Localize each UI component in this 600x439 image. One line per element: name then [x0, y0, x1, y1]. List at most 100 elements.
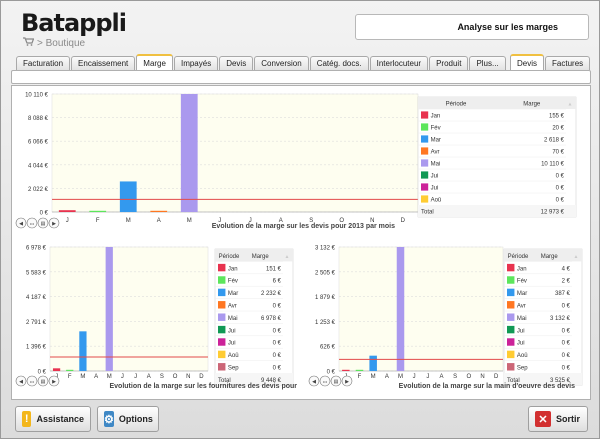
table-value: 0 €	[556, 174, 565, 180]
table-value: 151 €	[266, 266, 282, 272]
more-icon[interactable]	[319, 375, 331, 387]
tab-facturation[interactable]: Facturation	[16, 56, 71, 70]
tab-devis[interactable]: Devis	[219, 56, 254, 70]
table-value: 3 132 €	[550, 316, 571, 322]
prev-icon[interactable]	[308, 375, 320, 387]
list-icon-glyph: ▤	[41, 379, 46, 385]
x-tick-label: O	[173, 374, 178, 380]
bar-5[interactable]	[180, 94, 198, 212]
table-value: 0 €	[562, 366, 571, 372]
options-button[interactable]: ⚙ Options	[97, 406, 159, 432]
next-icon[interactable]	[48, 375, 60, 387]
x-tick-label: J	[249, 218, 252, 224]
y-tick-label: 6 978 €	[26, 246, 47, 252]
list-icon[interactable]	[330, 375, 342, 387]
prev-icon-glyph: ◀	[19, 221, 23, 227]
list-icon[interactable]	[37, 375, 49, 387]
bar-5[interactable]	[396, 247, 405, 371]
list-icon-glyph: ▤	[334, 379, 339, 385]
x-tick-label: A	[279, 218, 283, 224]
x-tick-label: J	[426, 374, 429, 380]
margin-table: Période Marge ▲ Jan 4 € Fév 2 € Mar 387 € Avr 0 € M…	[503, 248, 583, 386]
table-value: 20 €	[552, 126, 564, 132]
bar-5[interactable]	[105, 247, 113, 371]
x-tick-label: N	[370, 218, 374, 224]
more-icon[interactable]	[26, 217, 38, 229]
x-tick-label: D	[494, 374, 499, 380]
total-row-bg	[504, 373, 582, 386]
prev-icon[interactable]	[15, 375, 27, 387]
app-logo: Batappli	[21, 9, 127, 37]
y-tick-label: 10 110 €	[25, 93, 49, 99]
table-header-margin: Marge	[252, 254, 270, 260]
assistance-button[interactable]: ! Assistance	[15, 406, 91, 432]
tab-marge[interactable]: Marge	[136, 54, 173, 70]
tab-interlocuteur[interactable]: Interlocuteur	[369, 56, 429, 70]
bar-2[interactable]	[355, 369, 364, 371]
x-tick-label: F	[96, 218, 100, 224]
total-value: 9 448 €	[261, 378, 282, 384]
table-period: Jui	[431, 174, 439, 180]
table-value: 0 €	[273, 353, 282, 359]
y-tick-label: 4 044 €	[28, 163, 49, 169]
y-tick-label: 1 396 €	[26, 345, 47, 351]
bar-4[interactable]	[150, 210, 168, 212]
scroll-up-icon: ▲	[568, 102, 573, 108]
next-icon-glyph: ▶	[52, 221, 56, 227]
tab-impayes[interactable]: Impayés	[173, 56, 219, 70]
y-tick-label: 4 187 €	[26, 295, 47, 301]
legend-swatch	[421, 123, 429, 131]
bar-3[interactable]	[79, 331, 87, 371]
table-value: 0 €	[273, 366, 282, 372]
help-icon: !	[22, 411, 32, 427]
table-value: 0 €	[562, 353, 571, 359]
y-tick-label: 5 583 €	[26, 270, 47, 276]
tab-plus[interactable]: Plus...	[469, 56, 506, 70]
doc-type-tabs: Devis Factures	[510, 54, 591, 70]
bar-2[interactable]	[89, 210, 107, 212]
margin-table: Période Marge ▲ Jan 151 € Fév 6 € Mar 2 232 € Avr…	[214, 248, 294, 386]
bar-1[interactable]	[52, 368, 61, 371]
tab-devis[interactable]: Devis	[510, 54, 545, 70]
legend-swatch	[507, 301, 515, 309]
tab-produit[interactable]: Produit	[429, 56, 469, 70]
table-period: Fév	[517, 279, 527, 285]
legend-swatch	[507, 276, 515, 284]
close-icon: ✕	[535, 411, 551, 427]
bar-3[interactable]	[119, 181, 137, 212]
x-tick-label: N	[186, 374, 190, 380]
table-value: 4 €	[562, 266, 571, 272]
chart-plot-area	[51, 93, 419, 213]
prev-icon[interactable]	[15, 217, 27, 229]
table-period: Mai	[517, 316, 527, 322]
table-value: 0 €	[556, 186, 565, 192]
table-value: 10 110 €	[541, 162, 565, 168]
legend-swatch	[507, 350, 515, 359]
chart-2: 6 978 € 5 583 € 4 187 € 2 791 € 1 396 € 0 € J F…	[15, 246, 297, 390]
bar-2[interactable]	[66, 369, 74, 371]
next-icon[interactable]	[48, 217, 60, 229]
table-frame	[503, 248, 583, 386]
quit-button[interactable]: ✕ Sortir	[528, 406, 588, 432]
bar-3[interactable]	[369, 355, 377, 371]
tab-categ-docs[interactable]: Catég. docs.	[309, 56, 369, 70]
legend-swatch	[218, 325, 226, 334]
more-icon[interactable]	[26, 375, 38, 387]
next-icon[interactable]	[341, 375, 353, 387]
margin-table: Période Marge ▲ Jan 155 € Fév 20 € Mar 2 618 € Av…	[417, 96, 577, 218]
legend-swatch	[421, 111, 429, 119]
x-tick-label: A	[94, 374, 98, 380]
bar-1[interactable]	[58, 210, 76, 212]
tab-factures[interactable]: Factures	[545, 56, 591, 70]
table-period: Aoû	[228, 353, 239, 359]
x-tick-label: F	[68, 374, 72, 380]
bar-1[interactable]	[342, 369, 350, 371]
y-tick-label: 6 066 €	[28, 140, 49, 146]
total-row-bg	[418, 205, 576, 217]
list-icon[interactable]	[37, 217, 49, 229]
tab-encaissement[interactable]: Encaissement	[71, 56, 136, 70]
tab-conversion[interactable]: Conversion	[254, 56, 309, 70]
breadcrumb-label[interactable]: > Boutique	[37, 37, 86, 49]
y-tick-label: 2 791 €	[26, 320, 47, 326]
y-tick-label: 0 €	[40, 211, 49, 217]
